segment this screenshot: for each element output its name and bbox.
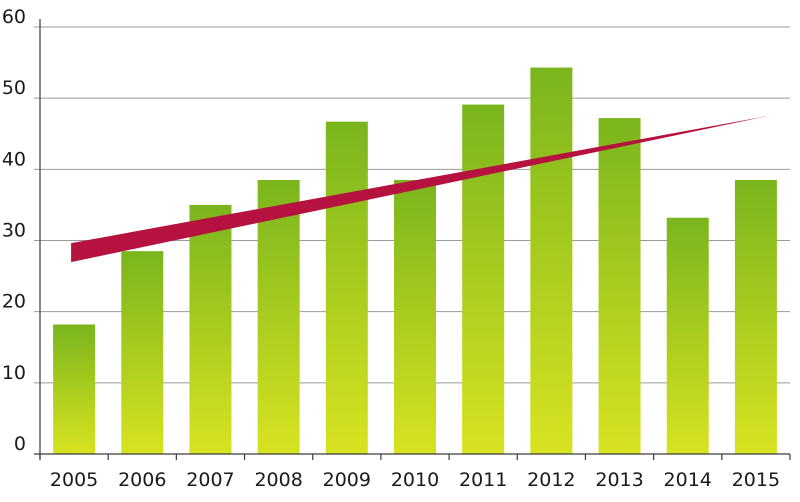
y-tick-label-40: 40 [2,148,26,170]
x-tick-label-2013: 2013 [595,469,643,491]
x-tick-label-2008: 2008 [254,469,302,491]
x-tick-label-2011: 2011 [459,469,507,491]
bar-2010 [394,180,436,454]
y-tick-label-0: 0 [14,433,26,455]
y-tick-label-30: 30 [2,220,26,242]
x-tick-label-2006: 2006 [118,469,166,491]
bar-2005 [53,324,96,454]
trend-line [71,115,768,263]
y-tick-label-60: 60 [2,6,26,28]
bar-2015 [734,180,777,454]
x-tick-label-2009: 2009 [323,469,371,491]
x-tick-label-2010: 2010 [391,469,439,491]
bar-2013 [598,118,641,455]
y-tick-label-50: 50 [2,77,26,99]
x-tick-label-2014: 2014 [664,469,712,491]
bar-2014 [666,217,709,454]
y-tick-labels: 0 10 20 30 40 50 60 [2,6,26,455]
bar-2006 [121,251,164,454]
bar-2011 [462,104,505,455]
y-tick-label-20: 20 [2,291,26,313]
bar-2009 [325,121,368,454]
x-tick-label-2005: 2005 [50,469,98,491]
bar-2007 [189,204,232,454]
trend-band [71,115,768,263]
x-tick-label-2007: 2007 [186,469,234,491]
bars [53,67,777,455]
x-tick-labels: 2005 2006 2007 2008 2009 2010 2011 2012 2013 2014… [50,469,780,491]
y-tick-label-10: 10 [2,362,26,384]
axes [34,19,791,460]
x-tick-label-2012: 2012 [527,469,575,491]
bar-2012 [530,67,573,454]
bar-2008 [257,180,300,454]
x-tick-label-2015: 2015 [732,469,780,491]
